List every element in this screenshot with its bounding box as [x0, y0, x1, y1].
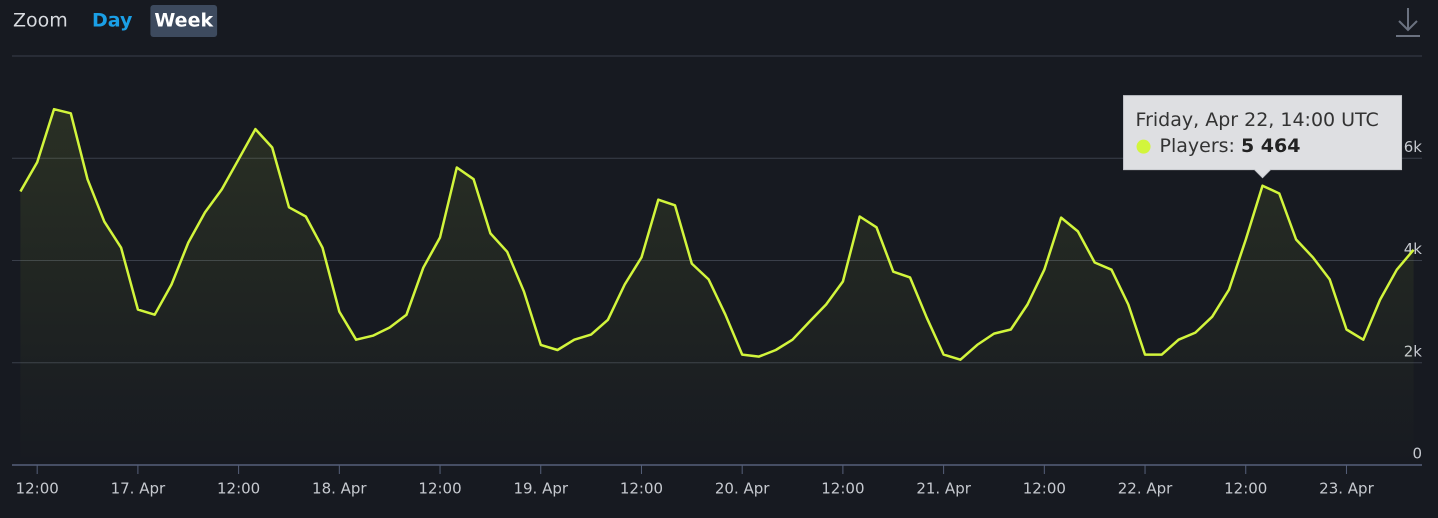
zoom-button-label[interactable]: Day	[92, 10, 133, 32]
zoom-button[interactable]: Week	[150, 5, 218, 37]
tooltip-label: Players:	[1160, 135, 1235, 157]
y-tick-label: 4k	[1404, 240, 1423, 258]
x-tick-label: 12:00	[620, 480, 663, 498]
x-tick-label: 17. Apr	[111, 480, 166, 498]
zoom-button[interactable]: Day	[92, 10, 133, 32]
x-tick-label: 20. Apr	[715, 480, 770, 498]
x-tick-label: 22. Apr	[1118, 480, 1173, 498]
x-tick-label: 12:00	[1224, 480, 1267, 498]
tooltip-title: Friday, Apr 22, 14:00 UTC	[1136, 109, 1379, 131]
y-tick-label: 6k	[1404, 138, 1423, 156]
tooltip-box	[1123, 95, 1403, 179]
tooltip-dot	[1136, 139, 1151, 154]
plot	[19, 107, 1415, 465]
x-axis: 12:00 17. Apr 12:00 18. Apr 12:00 19. Apr 12:0…	[12, 464, 1422, 498]
y-tick-label: 0	[1412, 445, 1422, 463]
zoom-buttons: Day Week	[92, 5, 218, 37]
download-icon[interactable]	[1396, 8, 1420, 37]
zoom-button-label[interactable]: Week	[154, 10, 213, 32]
x-tick-label: 12:00	[418, 480, 461, 498]
tooltip: Friday, Apr 22, 14:00 UTC Players: 5 464	[1123, 95, 1403, 179]
tooltip-value: 5 464	[1241, 135, 1301, 157]
x-tick-label: 21. Apr	[916, 480, 971, 498]
x-tick-label: 18. Apr	[312, 480, 367, 498]
x-tick-label: 12:00	[217, 480, 260, 498]
x-tick-label: 12:00	[821, 480, 864, 498]
x-tick-label: 19. Apr	[513, 480, 568, 498]
line	[19, 107, 1415, 361]
x-tick-label: 23. Apr	[1319, 480, 1374, 498]
area-fill	[20, 109, 1414, 465]
x-tick-label: 12:00	[1023, 480, 1066, 498]
zoom-label: Zoom	[13, 10, 68, 32]
zoom-button-bg[interactable]	[150, 5, 218, 37]
x-tick-label: 12:00	[16, 480, 59, 498]
